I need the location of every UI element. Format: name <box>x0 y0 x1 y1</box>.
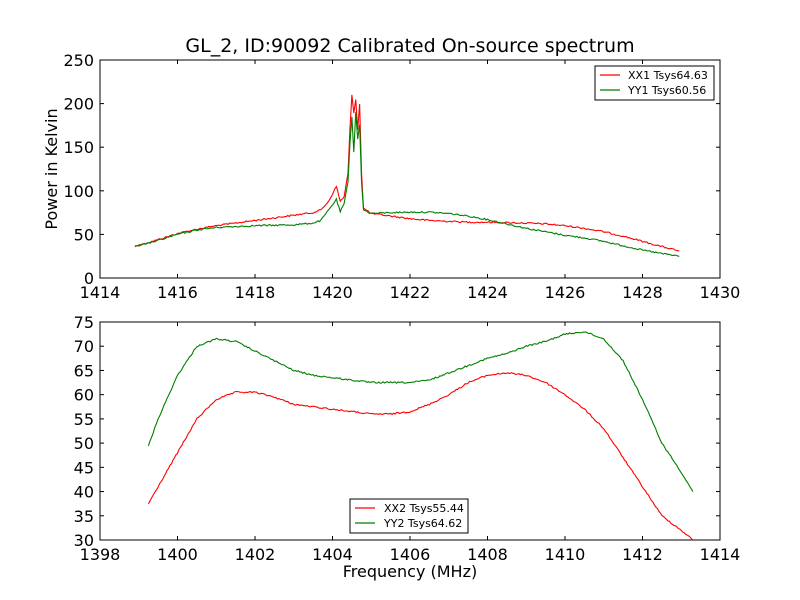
y-tick-label-top: 250 <box>63 51 94 70</box>
x-tick-label-bottom: 1414 <box>700 545 741 564</box>
legend-box-top <box>594 65 715 101</box>
x-tick-label-bottom: 1408 <box>467 545 508 564</box>
y-tick-label-bottom: 30 <box>74 531 94 550</box>
x-tick-label-bottom: 1402 <box>235 545 276 564</box>
y-tick-label-bottom: 35 <box>74 507 94 526</box>
x-tick-label-bottom: 1398 <box>80 545 121 564</box>
y-tick-label-top: 50 <box>74 225 94 244</box>
y-tick-label-bottom: 50 <box>74 434 94 453</box>
chart-bottom: 1398 1400 1402 1404 1406 1408 1410 1412 1414 303… <box>74 313 741 581</box>
y-tick-label-bottom: 40 <box>74 483 94 502</box>
series-group-bottom <box>147 331 694 541</box>
figure-title: GL_2, ID:90092 Calibrated On-source spec… <box>185 35 634 57</box>
y-axis-label-top: Power in Kelvin <box>42 108 61 229</box>
legend-bottom: XX2 Tsys55.44 YY2 Tsys64.62 <box>349 498 469 534</box>
x-axis-label-bottom: Frequency (MHz) <box>343 562 477 581</box>
y-tick-label-top: 200 <box>63 95 94 114</box>
x-tick-label-top: 1428 <box>622 283 663 302</box>
y-tick-label-top: 0 <box>84 269 94 288</box>
y-tick-label-bottom: 75 <box>74 313 94 332</box>
x-tick-label-top: 1426 <box>545 283 586 302</box>
x-tick-label-top: 1424 <box>467 283 508 302</box>
x-ticks-bottom: 1398 1400 1402 1404 1406 1408 1410 1412 1414 <box>80 322 741 564</box>
y-tick-label-top: 100 <box>63 182 94 201</box>
y-tick-label-bottom: 55 <box>74 410 94 429</box>
series-line-top-0 <box>134 94 680 252</box>
x-tick-label-bottom: 1406 <box>390 545 431 564</box>
legend-label-yy2: YY2 Tsys64.62 <box>383 517 462 530</box>
x-tick-label-top: 1414 <box>80 283 121 302</box>
series-line-bottom-1 <box>147 331 694 492</box>
y-ticks-top: 0 50 100 150 200 250 <box>63 51 720 288</box>
y-tick-label-top: 150 <box>63 138 94 157</box>
series-group-top <box>134 94 680 257</box>
series-line-top-1 <box>134 112 680 257</box>
series-line-bottom-0 <box>147 372 694 541</box>
legend-label-xx1: XX1 Tsys64.63 <box>628 69 708 82</box>
y-ticks-bottom: 30 35 40 45 50 55 60 65 70 75 <box>74 313 720 550</box>
chart-top: 1414 1416 1418 1420 1422 1424 1426 1428 1430 0 50… <box>42 51 740 302</box>
y-tick-label-bottom: 70 <box>74 337 94 356</box>
y-tick-label-bottom: 65 <box>74 361 94 380</box>
legend-label-yy1: YY1 Tsys60.56 <box>627 84 706 97</box>
x-tick-label-bottom: 1412 <box>622 545 663 564</box>
x-tick-label-top: 1418 <box>235 283 276 302</box>
legend-box-bottom <box>349 498 469 534</box>
y-tick-label-bottom: 60 <box>74 386 94 405</box>
y-tick-label-bottom: 45 <box>74 458 94 477</box>
x-tick-label-top: 1422 <box>390 283 431 302</box>
x-tick-label-top: 1416 <box>157 283 198 302</box>
legend-top: XX1 Tsys64.63 YY1 Tsys60.56 <box>594 65 715 101</box>
x-tick-label-bottom: 1410 <box>545 545 586 564</box>
x-tick-label-top: 1430 <box>700 283 741 302</box>
x-tick-label-bottom: 1404 <box>312 545 353 564</box>
legend-label-xx2: XX2 Tsys55.44 <box>384 502 464 515</box>
x-tick-label-top: 1420 <box>312 283 353 302</box>
x-tick-label-bottom: 1400 <box>157 545 198 564</box>
x-ticks-top: 1414 1416 1418 1420 1422 1424 1426 1428 1430 <box>80 60 741 302</box>
